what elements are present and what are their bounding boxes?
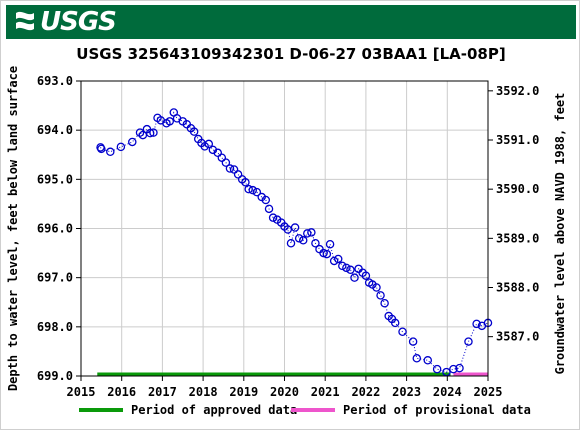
y-right-tick-label: 3592.0 [496,84,539,98]
y-right-tick-label: 3590.0 [496,182,539,196]
data-point [213,148,223,158]
data-point [455,363,464,373]
data-point [449,364,458,374]
data-point [333,254,343,264]
data-point [97,144,106,154]
x-tick-label: 2020 [270,385,299,399]
data-point [165,117,174,126]
y-axis-left-title: Depth to water level, feet below land su… [6,66,20,391]
data-point [472,319,481,329]
data-point [204,139,214,149]
data-point [432,364,442,374]
y-axis-left: 693.0 694.0 695.0 696.0 697.0 698.0 699.0 [37,74,81,383]
data-point [294,234,304,243]
legend-provisional-label: Period of provisional data [343,403,531,417]
legend-approved-label: Period of approved data [131,403,297,417]
data-point [423,356,433,365]
data-point [286,238,296,248]
usgs-banner: USGS [6,5,576,39]
data-point [244,184,253,194]
x-tick-label: 2021 [311,385,340,399]
x-tick-label: 2022 [351,385,380,399]
y-right-tick-label: 3587.0 [496,330,539,344]
y-left-tick-label: 693.0 [37,74,73,88]
data-point [116,142,126,152]
x-tick-label: 2018 [189,385,218,399]
data-point [303,229,312,238]
x-tick-label: 2015 [67,385,96,399]
x-tick-label: 2016 [107,385,136,399]
x-tick-label: 2023 [392,385,421,399]
x-tick-label: 2024 [433,385,462,399]
y-left-tick-label: 699.0 [37,369,73,383]
data-point [322,249,332,259]
x-axis: 2015 2016 2017 2018 2019 2020 2021 2022 2023 2024… [67,376,503,399]
data-point [464,337,473,346]
data-point [233,170,243,179]
data-point [149,128,158,137]
chart-title: USGS 325643109342301 D-06-27 03BAA1 [LA-… [76,45,505,63]
x-tick-label: 2019 [229,385,258,399]
usgs-logo-text: USGS [40,7,117,37]
data-point [408,337,418,346]
data-point [390,318,400,328]
data-point [225,164,235,173]
data-point [329,256,339,266]
data-point [252,187,262,197]
y-left-tick-label: 694.0 [37,123,73,137]
data-point [307,228,316,237]
y-left-tick-label: 695.0 [37,172,73,186]
data-point [412,354,422,363]
y-left-tick-label: 696.0 [37,222,73,236]
x-tick-label: 2017 [148,385,177,399]
y-left-tick-label: 697.0 [37,271,73,285]
y-axis-right-title: Groundwater level above NAVD 1988, feet [553,93,567,375]
data-point [361,271,371,280]
data-point [221,158,231,167]
data-point [268,213,278,222]
data-point [264,204,274,214]
chart-legend: Period of approved data Period of provis… [79,403,531,417]
data-point [338,261,347,271]
data-point [217,153,227,162]
data-point [248,185,258,195]
usgs-wave-icon [16,11,34,31]
y-axis-right: 3592.0 3591.0 3590.0 3589.0 3588.0 3587.0 [488,84,539,344]
data-point [325,239,335,249]
data-point [380,298,389,308]
y-right-tick-label: 3589.0 [496,231,539,245]
data-point [346,265,355,275]
data-point [290,223,300,232]
data-point [261,195,271,205]
data-point [342,263,351,273]
data-point [128,137,137,147]
x-tick-label: 2025 [474,385,503,399]
data-point [311,238,320,248]
usgs-logo: USGS [14,7,117,37]
data-point [145,128,155,138]
data-point [106,147,115,157]
data-point [350,273,359,282]
data-point [189,127,199,136]
data-point [372,283,381,292]
y-left-tick-label: 698.0 [37,320,73,334]
y-right-tick-label: 3588.0 [496,281,539,295]
data-point [398,327,407,336]
data-point [241,178,250,187]
y-right-tick-label: 3591.0 [496,133,539,147]
data-point [298,236,308,245]
data-point [376,291,385,300]
data-points [96,108,493,377]
data-point [229,165,239,174]
